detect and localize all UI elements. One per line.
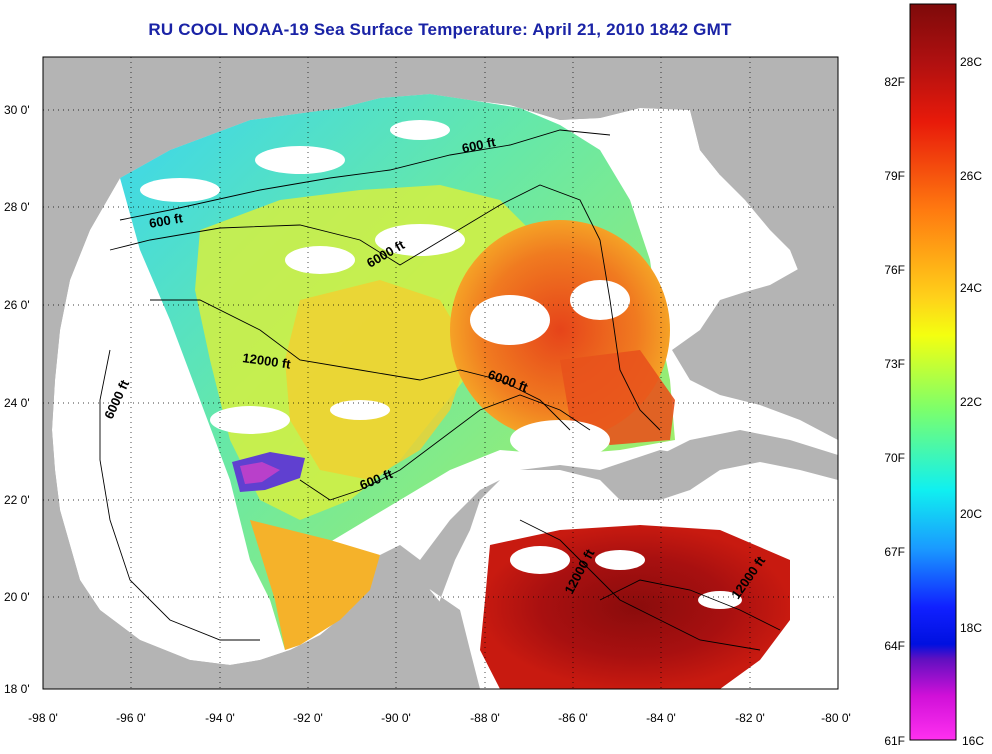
- bathymetry-contours: [99, 129, 781, 651]
- grid-lines: [43, 57, 838, 689]
- colorbar-f-label: 64F: [884, 639, 905, 653]
- colorbar-c-label: 24C: [960, 281, 982, 295]
- colorbar-f-label: 70F: [884, 451, 905, 465]
- colorbar-f-label: 76F: [884, 263, 905, 277]
- florida-land: [690, 60, 838, 275]
- colorbar-celsius-labels: 28C 26C 24C 22C 20C 18C 16C: [960, 55, 984, 748]
- contour-label-12000ft-central: 12000 ft: [242, 350, 293, 372]
- lon-tick: -94 0': [205, 711, 235, 725]
- lat-tick: 24 0': [4, 396, 30, 410]
- lon-tick: -80 0': [821, 711, 851, 725]
- lon-tick: -92 0': [293, 711, 323, 725]
- cloud-cover: [140, 120, 742, 609]
- colorbar-c-label: 28C: [960, 55, 982, 69]
- colorbar-c-label: 20C: [960, 507, 982, 521]
- colorbar-f-label: 73F: [884, 357, 905, 371]
- yucatan-land: [380, 450, 710, 689]
- lat-tick: 30 0': [4, 103, 30, 117]
- cuba-land: [640, 430, 838, 495]
- colorbar-c-label: 18C: [960, 621, 982, 635]
- colorbar-f-label: 82F: [884, 75, 905, 89]
- lat-tick: 18 0': [4, 682, 30, 696]
- lat-tick: 28 0': [4, 200, 30, 214]
- latitude-axis: 30 0' 28 0' 26 0' 24 0' 22 0' 20 0' 18 0…: [4, 103, 30, 696]
- lon-tick: -82 0': [735, 711, 765, 725]
- lon-tick: -84 0': [646, 711, 676, 725]
- colorbar-f-label: 79F: [884, 169, 905, 183]
- lon-tick: -96 0': [116, 711, 146, 725]
- map-title: RU COOL NOAA-19 Sea Surface Temperature:…: [148, 20, 732, 39]
- colorbar-f-label: 67F: [884, 545, 905, 559]
- contour-label-600ft-west: 600 ft: [148, 210, 185, 231]
- lon-tick: -86 0': [558, 711, 588, 725]
- colorbar-c-label: 26C: [960, 169, 982, 183]
- colorbar-c-label: 16C: [962, 734, 984, 748]
- lon-tick: -98 0': [28, 711, 58, 725]
- lon-tick: -88 0': [470, 711, 500, 725]
- lon-tick: -90 0': [381, 711, 411, 725]
- lat-tick: 22 0': [4, 493, 30, 507]
- contour-label-600ft-north: 600 ft: [461, 134, 498, 156]
- colorbar-c-label: 22C: [960, 395, 982, 409]
- lat-tick: 26 0': [4, 298, 30, 312]
- lat-tick: 20 0': [4, 590, 30, 604]
- map-border: [42, 56, 839, 690]
- longitude-axis: -98 0' -96 0' -94 0' -92 0' -90 0' -88 0…: [28, 711, 851, 725]
- temperature-colorbar: [909, 3, 957, 741]
- colorbar-fahrenheit-labels: 82F 79F 76F 73F 70F 67F 64F 61F: [884, 75, 905, 748]
- colorbar-f-label: 61F: [884, 734, 905, 748]
